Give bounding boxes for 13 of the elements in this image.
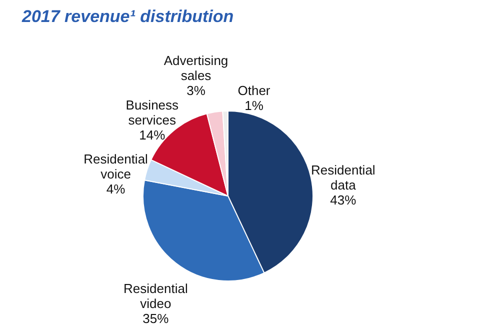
data-label: 14% <box>139 128 166 143</box>
data-label: 43% <box>330 192 357 208</box>
data-label: 3% <box>186 83 206 98</box>
data-label: 4% <box>106 182 126 197</box>
slice-label: Residential data <box>310 162 376 192</box>
data-label: 1% <box>244 98 264 113</box>
slice-label: Business services <box>126 98 180 128</box>
slice-label: Advertising sales <box>164 53 228 83</box>
slice-label: Other <box>238 83 271 98</box>
chart-title: 2017 revenue¹ distribution <box>21 7 234 26</box>
slice-label: Residential video <box>124 281 188 312</box>
data-label: 35% <box>142 311 170 326</box>
slice-label: Residential voice <box>84 152 148 182</box>
